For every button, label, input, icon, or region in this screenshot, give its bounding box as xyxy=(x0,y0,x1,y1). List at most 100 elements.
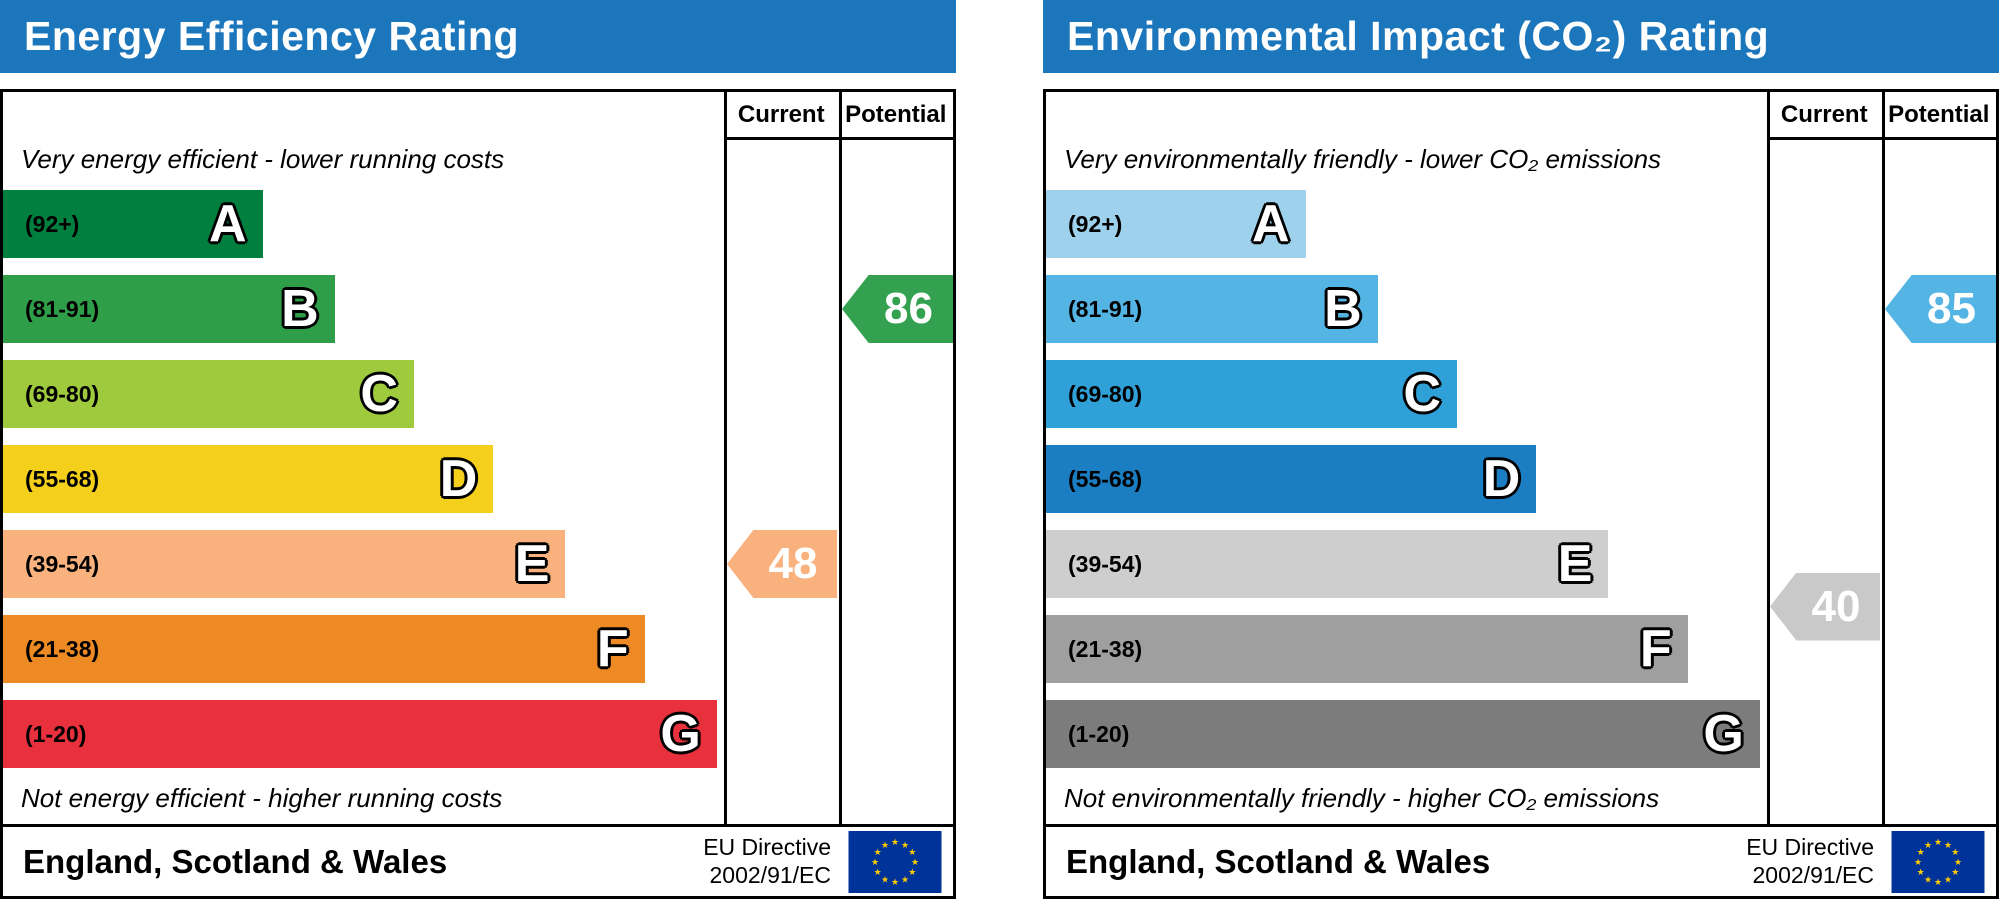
band-letter: F xyxy=(596,620,629,678)
column-headers: Current Potential xyxy=(724,92,953,137)
panel-footer: England, Scotland & Wales EU Directive 2… xyxy=(1043,827,1999,899)
column-divider xyxy=(1767,92,1770,824)
band-range: (55-68) xyxy=(25,465,100,492)
header-underline xyxy=(724,137,953,140)
energy-efficiency-panel: Energy Efficiency Rating Current Potenti… xyxy=(0,0,956,899)
svg-text:★: ★ xyxy=(901,839,909,849)
band-range: (69-80) xyxy=(1068,380,1143,407)
environmental-impact-panel: Environmental Impact (CO₂) Rating Curren… xyxy=(1043,0,1999,899)
rating-table: Current Potential Very environmentally f… xyxy=(1043,89,1999,827)
panel-title-bar: Energy Efficiency Rating xyxy=(0,0,956,73)
current-rating-arrow: 40 xyxy=(1770,572,1880,641)
band-range: (81-91) xyxy=(25,295,100,322)
top-caption: Very energy efficient - lower running co… xyxy=(21,144,505,174)
svg-text:★: ★ xyxy=(1924,839,1932,849)
svg-text:★: ★ xyxy=(1951,867,1959,877)
potential-rating-value: 85 xyxy=(1927,284,1976,333)
eu-directive-label: EU Directive 2002/91/EC xyxy=(703,834,831,888)
svg-text:★: ★ xyxy=(1954,857,1962,867)
band-range: (39-54) xyxy=(25,550,100,577)
band-g: (1-20) G xyxy=(3,700,717,768)
eu-flag-icon: ★ ★★★★★★★★★★★ xyxy=(1891,830,1985,893)
eu-directive-line1: EU Directive xyxy=(1746,834,1874,861)
band-b: (81-91) B xyxy=(3,275,335,343)
svg-text:★: ★ xyxy=(901,874,909,884)
current-rating-value: 48 xyxy=(768,539,818,588)
svg-text:★: ★ xyxy=(911,857,919,867)
band-range: (1-20) xyxy=(25,720,87,747)
svg-text:★: ★ xyxy=(881,839,889,849)
band-letter: G xyxy=(1703,705,1744,763)
band-range: (81-91) xyxy=(1068,295,1143,322)
band-f: (21-38) F xyxy=(3,615,645,683)
panel-title: Environmental Impact (CO₂) Rating xyxy=(1067,13,1770,59)
svg-text:★: ★ xyxy=(1917,867,1925,877)
potential-column-header: Potential xyxy=(845,100,947,128)
svg-text:★: ★ xyxy=(1924,874,1932,884)
eu-flag-stars: ★ ★★★★★★★★★★★ xyxy=(871,837,919,887)
band-c: (69-80) C xyxy=(3,360,414,428)
rating-table: Current Potential Very energy efficient … xyxy=(0,89,956,827)
svg-text:★: ★ xyxy=(1944,874,1952,884)
band-letter: B xyxy=(1324,280,1362,338)
column-divider xyxy=(1882,92,1885,824)
potential-rating-arrow: 86 xyxy=(842,275,953,343)
band-range: (21-38) xyxy=(25,635,100,662)
svg-text:★: ★ xyxy=(1951,847,1959,857)
column-headers: Current Potential xyxy=(1767,92,1996,137)
column-divider xyxy=(724,92,727,824)
bottom-caption: Not environmentally friendly - higher CO… xyxy=(1064,783,1660,813)
band-letter: D xyxy=(439,450,478,508)
panel-title: Energy Efficiency Rating xyxy=(24,13,520,59)
current-rating-value: 40 xyxy=(1811,581,1861,631)
svg-text:★: ★ xyxy=(1934,837,1942,847)
band-g: (1-20) G xyxy=(1046,700,1760,768)
eu-directive-line2: 2002/91/EC xyxy=(1752,861,1874,888)
potential-rating-value: 86 xyxy=(884,284,933,333)
svg-text:★: ★ xyxy=(1917,847,1925,857)
band-range: (55-68) xyxy=(1068,465,1143,492)
band-range: (92+) xyxy=(1068,210,1123,237)
band-chart: Very environmentally friendly - lower CO… xyxy=(1046,92,1767,824)
svg-text:★: ★ xyxy=(891,837,899,847)
band-d: (55-68) D xyxy=(3,445,494,513)
panel-footer: England, Scotland & Wales EU Directive 2… xyxy=(0,827,956,899)
band-letter: C xyxy=(360,365,398,423)
band-d: (55-68) D xyxy=(1046,445,1537,513)
svg-text:★: ★ xyxy=(874,867,882,877)
panel-title-bar: Environmental Impact (CO₂) Rating xyxy=(1043,0,1999,73)
top-caption: Very environmentally friendly - lower CO… xyxy=(1064,144,1662,174)
current-rating-arrow: 48 xyxy=(727,530,837,598)
potential-column-header: Potential xyxy=(1888,100,1990,128)
band-e: (39-54) E xyxy=(1046,530,1609,598)
band-letter: A xyxy=(1251,195,1290,253)
band-letter: A xyxy=(208,195,247,253)
band-letter: D xyxy=(1482,450,1521,508)
svg-text:★: ★ xyxy=(1934,877,1942,887)
eu-flag-stars: ★ ★★★★★★★★★★★ xyxy=(1914,837,1962,887)
band-range: (21-38) xyxy=(1068,635,1143,662)
band-letter: C xyxy=(1403,365,1441,423)
band-range: (92+) xyxy=(25,210,80,237)
region-label: England, Scotland & Wales xyxy=(23,842,448,880)
current-column-header: Current xyxy=(737,100,825,128)
band-f: (21-38) F xyxy=(1046,615,1688,683)
band-letter: G xyxy=(660,705,701,763)
svg-text:★: ★ xyxy=(1944,839,1952,849)
eu-directive-line2: 2002/91/EC xyxy=(709,861,831,888)
band-letter: E xyxy=(514,535,550,593)
bottom-caption: Not energy efficient - higher running co… xyxy=(21,783,503,813)
band-range: (39-54) xyxy=(1068,550,1143,577)
potential-rating-arrow: 85 xyxy=(1885,275,1996,343)
svg-text:★: ★ xyxy=(908,847,916,857)
header-underline xyxy=(1767,137,1996,140)
band-e: (39-54) E xyxy=(3,530,566,598)
region-label: England, Scotland & Wales xyxy=(1066,842,1491,880)
svg-text:★: ★ xyxy=(891,877,899,887)
band-range: (1-20) xyxy=(1068,720,1130,747)
svg-text:★: ★ xyxy=(871,857,879,867)
eu-flag-icon: ★ ★★★★★★★★★★★ xyxy=(848,830,942,893)
svg-text:★: ★ xyxy=(908,867,916,877)
svg-text:★: ★ xyxy=(874,847,882,857)
